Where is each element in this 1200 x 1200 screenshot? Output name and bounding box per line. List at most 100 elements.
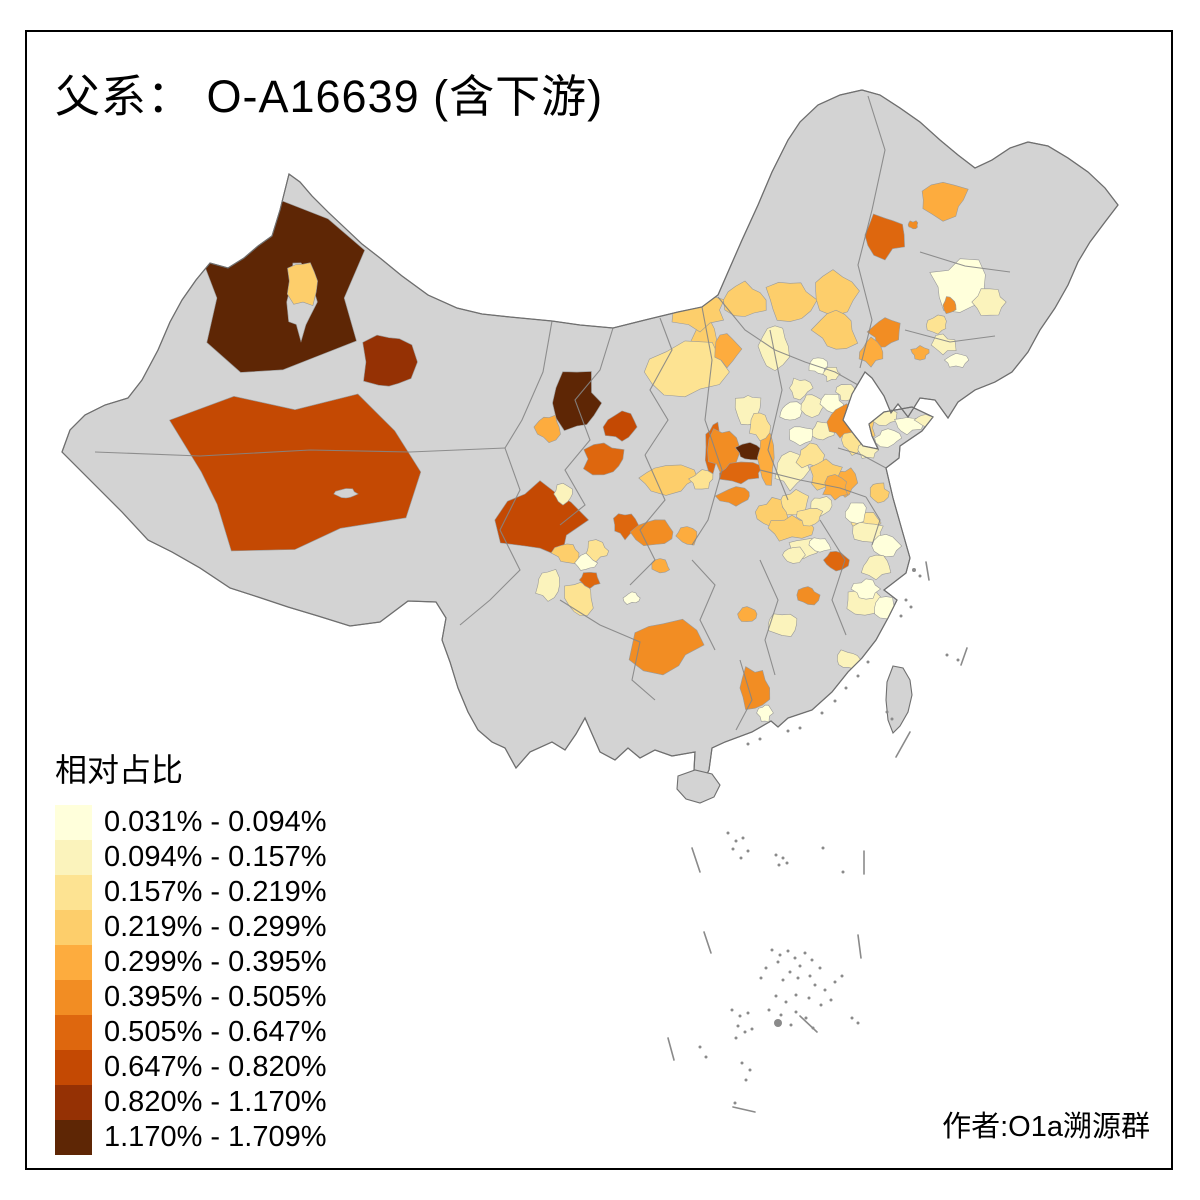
- prefecture-region: [583, 442, 625, 476]
- legend-label: 0.820% - 1.170%: [104, 1086, 327, 1118]
- legend-row: 0.094% - 0.157%: [55, 840, 326, 875]
- legend-label: 0.157% - 0.219%: [104, 876, 327, 908]
- legend-row: 0.157% - 0.219%: [55, 875, 326, 910]
- attribution-text: 作者:O1a溯源群: [942, 1111, 1150, 1143]
- prefecture-region: [533, 414, 561, 444]
- prefecture-region: [910, 345, 930, 361]
- prefecture-region: [779, 401, 804, 421]
- region-fills: [169, 181, 1007, 723]
- legend-label: 0.299% - 0.395%: [104, 946, 327, 978]
- legend-swatch: [55, 805, 92, 840]
- prefecture-region: [643, 340, 730, 398]
- prefecture-region: [858, 336, 884, 368]
- taiwan-island: [885, 665, 913, 734]
- prefecture-region: [808, 537, 832, 553]
- legend-row: 0.395% - 0.505%: [55, 980, 326, 1015]
- prefecture-region: [800, 394, 827, 418]
- prefecture-region: [553, 482, 573, 506]
- prefecture-region: [871, 533, 903, 558]
- prefecture-region: [942, 296, 957, 315]
- prefecture-region: [866, 317, 901, 348]
- prefecture-region: [628, 618, 705, 676]
- prefecture-region: [844, 502, 867, 524]
- sea-boundary-dashes: [667, 561, 968, 1113]
- prefecture-region: [907, 220, 919, 230]
- prefecture-region: [629, 519, 674, 547]
- prefecture-region: [622, 591, 641, 605]
- prefecture-region: [638, 464, 699, 496]
- prefecture-region: [688, 469, 714, 490]
- legend-swatch: [55, 910, 92, 945]
- legend-row: 0.647% - 0.820%: [55, 1050, 326, 1085]
- legend-label: 0.219% - 0.299%: [104, 911, 327, 943]
- prefecture-region: [613, 513, 639, 541]
- prefecture-region: [714, 333, 743, 369]
- legend-row: 0.299% - 0.395%: [55, 945, 326, 980]
- legend-swatch: [55, 1120, 92, 1155]
- prefecture-region: [749, 412, 771, 442]
- prefecture-region: [789, 377, 814, 401]
- legend-label: 0.094% - 0.157%: [104, 841, 327, 873]
- prefecture-region: [894, 417, 925, 436]
- legend-label: 0.031% - 0.094%: [104, 806, 327, 838]
- legend-label: 0.395% - 0.505%: [104, 981, 327, 1013]
- map-legend: 相对占比 0.031% - 0.094% 0.094% - 0.157% 0.157…: [55, 745, 326, 1155]
- hainan-island: [676, 769, 721, 804]
- prefecture-region: [723, 280, 767, 317]
- prefecture-region: [921, 181, 969, 222]
- prefecture-region: [971, 288, 1007, 316]
- prefecture-region: [737, 606, 758, 622]
- prefecture-region: [362, 334, 418, 387]
- province-borders: [94, 95, 1011, 731]
- legend-title: 相对占比: [55, 752, 184, 788]
- prefecture-region: [552, 371, 603, 431]
- legend-row: 0.219% - 0.299%: [55, 910, 326, 945]
- prefecture-region: [602, 410, 638, 442]
- prefecture-region: [651, 558, 671, 574]
- legend-swatch: [55, 1085, 92, 1120]
- legend-swatch: [55, 875, 92, 910]
- prefecture-region: [714, 486, 750, 507]
- legend-label: 0.505% - 0.647%: [104, 1016, 327, 1048]
- prefecture-region: [796, 586, 821, 606]
- prefecture-region: [739, 666, 771, 710]
- legend-swatch: [55, 1050, 92, 1085]
- prefecture-region: [782, 546, 806, 564]
- prefecture-region: [578, 571, 601, 589]
- prefecture-region: [796, 507, 824, 527]
- prefecture-region: [583, 539, 610, 563]
- prefecture-region: [169, 393, 422, 552]
- prefecture-region: [864, 213, 905, 261]
- prefecture-region: [926, 314, 947, 335]
- legend-label: 0.647% - 0.820%: [104, 1051, 327, 1083]
- prefecture-region: [333, 488, 359, 499]
- prefecture-region: [286, 262, 318, 306]
- page-title: 父系： O-A16639 (含下游): [55, 71, 604, 122]
- prefecture-region: [810, 309, 859, 350]
- prefecture-region: [789, 426, 813, 447]
- legend-swatch: [55, 840, 92, 875]
- legend-swatch: [55, 980, 92, 1015]
- coastline: [61, 89, 1119, 790]
- prefecture-region: [850, 578, 882, 600]
- prefecture-region: [574, 552, 599, 571]
- legend-row: 0.505% - 0.647%: [55, 1015, 326, 1050]
- legend-row: 1.170% - 1.709%: [55, 1120, 326, 1155]
- prefecture-region: [943, 352, 970, 368]
- legend-row: 0.820% - 1.170%: [55, 1085, 326, 1120]
- prefecture-region: [765, 281, 818, 322]
- prefecture-region: [767, 613, 798, 637]
- legend-rows: 0.031% - 0.094% 0.094% - 0.157% 0.157% - 0…: [55, 805, 326, 1155]
- prefecture-region: [815, 269, 860, 317]
- prefecture-region: [874, 428, 903, 448]
- legend-swatch: [55, 1015, 92, 1050]
- prefecture-region: [719, 461, 764, 485]
- legend-swatch: [55, 945, 92, 980]
- small-islands: [698, 568, 960, 1105]
- prefecture-region: [822, 366, 841, 383]
- prefecture-region: [860, 554, 892, 581]
- legend-row: 0.031% - 0.094%: [55, 805, 326, 840]
- prefecture-region: [535, 569, 560, 602]
